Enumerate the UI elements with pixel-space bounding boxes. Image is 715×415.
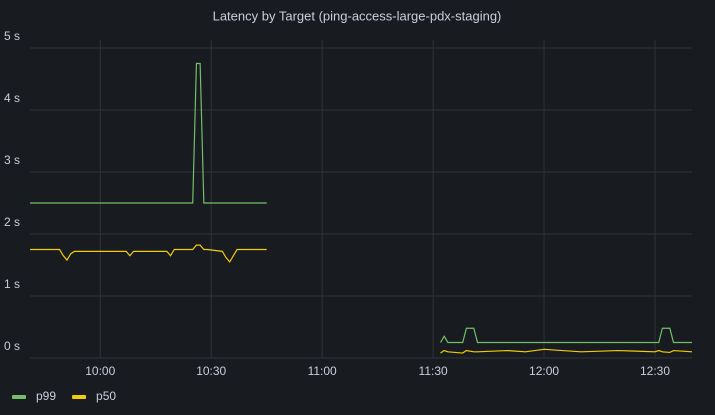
y-tick-label: 2 s bbox=[4, 215, 20, 229]
y-tick-label: 5 s bbox=[4, 29, 20, 43]
series-line bbox=[30, 244, 693, 354]
y-tick-label: 4 s bbox=[4, 91, 20, 105]
y-tick-label: 0 s bbox=[4, 339, 20, 353]
x-tick-label: 10:00 bbox=[85, 364, 115, 378]
legend-label[interactable]: p99 bbox=[36, 389, 56, 403]
legend-swatch bbox=[72, 395, 87, 399]
panel-title: Latency by Target (ping-access-large-pdx… bbox=[213, 8, 502, 23]
legend-swatch bbox=[12, 395, 26, 399]
x-tick-label: 10:30 bbox=[196, 364, 226, 378]
legend-label[interactable]: p50 bbox=[96, 389, 116, 403]
x-tick-label: 12:30 bbox=[640, 364, 670, 378]
x-tick-label: 12:00 bbox=[529, 364, 559, 378]
x-tick-label: 11:00 bbox=[308, 364, 337, 378]
y-tick-label: 1 s bbox=[4, 277, 20, 291]
series-line bbox=[30, 62, 692, 344]
y-tick-label: 3 s bbox=[4, 153, 20, 167]
x-tick-label: 11:30 bbox=[419, 364, 448, 378]
